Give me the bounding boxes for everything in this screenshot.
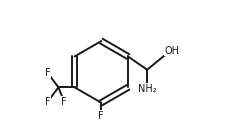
Text: F: F	[98, 111, 104, 121]
Text: NH₂: NH₂	[137, 84, 156, 94]
Text: OH: OH	[164, 46, 179, 56]
Text: F: F	[44, 68, 50, 78]
Text: F: F	[61, 97, 67, 107]
Text: F: F	[44, 97, 50, 107]
